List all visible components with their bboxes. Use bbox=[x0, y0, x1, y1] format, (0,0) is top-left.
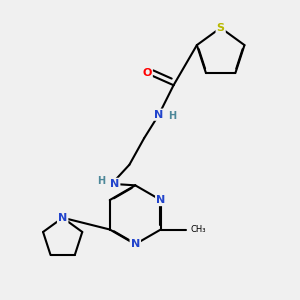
Text: N: N bbox=[131, 239, 140, 249]
Text: N: N bbox=[58, 213, 67, 223]
Text: N: N bbox=[156, 195, 165, 205]
Text: CH₃: CH₃ bbox=[190, 225, 206, 234]
Text: N: N bbox=[110, 179, 119, 189]
Text: S: S bbox=[217, 23, 225, 33]
Text: H: H bbox=[168, 111, 176, 121]
Text: O: O bbox=[142, 68, 152, 78]
Text: N: N bbox=[154, 110, 164, 120]
Text: H: H bbox=[98, 176, 106, 186]
